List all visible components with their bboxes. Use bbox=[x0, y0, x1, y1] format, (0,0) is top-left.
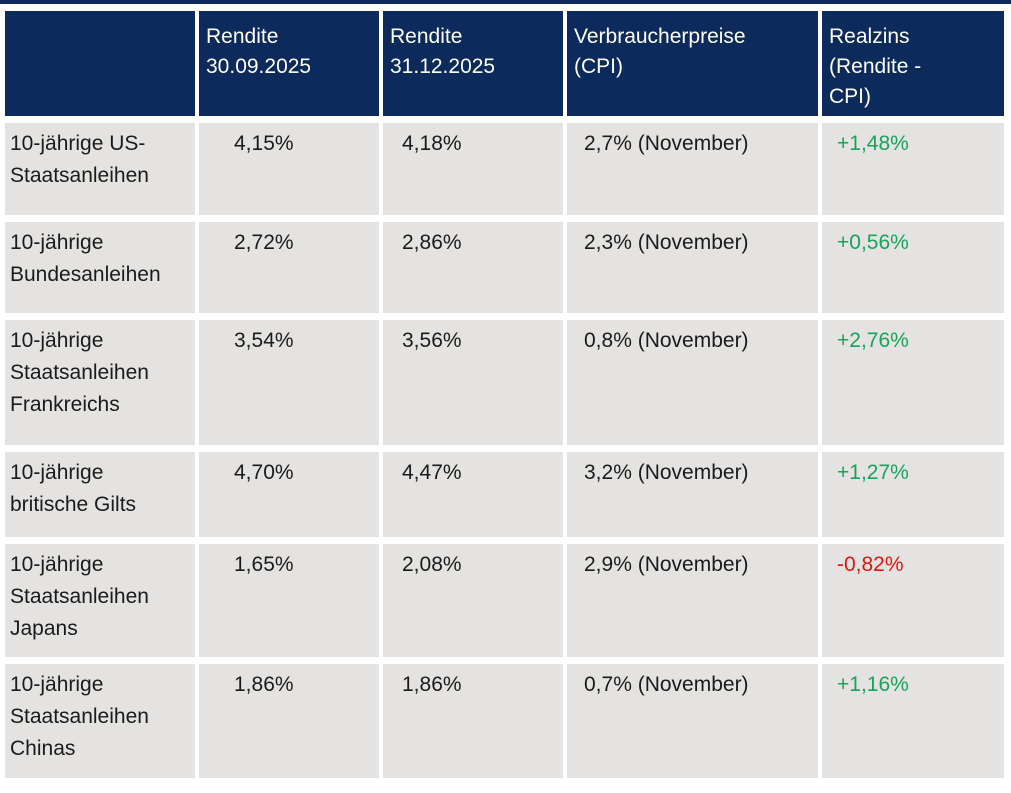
cpi-cell: 2,3% (November) bbox=[567, 222, 818, 313]
table-row: 10-jährige Bundesanleihen 2,72% 2,86% 2,… bbox=[5, 222, 1004, 313]
header-line: 31.12.2025 bbox=[390, 55, 496, 78]
cpi-cell: 2,9% (November) bbox=[567, 544, 818, 657]
rendite-dez-cell: 1,86% bbox=[383, 664, 563, 778]
realzins-cell: +1,48% bbox=[822, 123, 1004, 215]
rendite-dez-cell: 3,56% bbox=[383, 320, 563, 445]
header-cell-rendite-dez: Rendite 31.12.2025 bbox=[383, 11, 563, 116]
asset-name-cell: 10-jährige Bundesanleihen bbox=[5, 222, 195, 313]
rendite-dez-cell: 4,47% bbox=[383, 452, 563, 537]
asset-name-cell: 10-jährige Staatsanleihen Japans bbox=[5, 544, 195, 657]
realzins-cell: -0,82% bbox=[822, 544, 1004, 657]
header-cell-asset-empty bbox=[5, 11, 195, 116]
header-line: Realzins bbox=[829, 25, 910, 48]
cpi-cell: 2,7% (November) bbox=[567, 123, 818, 215]
header-line: Verbraucherpreise bbox=[574, 25, 746, 48]
header-line: CPI) bbox=[829, 85, 871, 108]
rendite-sep-cell: 4,70% bbox=[199, 452, 379, 537]
realzins-cell: +2,76% bbox=[822, 320, 1004, 445]
realzins-cell: +0,56% bbox=[822, 222, 1004, 313]
rendite-dez-cell: 2,08% bbox=[383, 544, 563, 657]
table-row: 10-jährige US-Staatsanleihen 4,15% 4,18%… bbox=[5, 123, 1004, 215]
rendite-sep-cell: 1,65% bbox=[199, 544, 379, 657]
table-row: 10-jährige Staatsanleihen Chinas 1,86% 1… bbox=[5, 664, 1004, 778]
table-row: 10-jährige Staatsanleihen Frankreichs 3,… bbox=[5, 320, 1004, 445]
table-body: 10-jährige US-Staatsanleihen 4,15% 4,18%… bbox=[5, 123, 1004, 778]
header-line: 30.09.2025 bbox=[206, 55, 312, 78]
rendite-sep-cell: 1,86% bbox=[199, 664, 379, 778]
bond-yield-realzins-table: Rendite 30.09.2025 Rendite 31.12.2025 Ve… bbox=[1, 4, 1008, 785]
rendite-dez-cell: 4,18% bbox=[383, 123, 563, 215]
asset-name-cell: 10-jährige britische Gilts bbox=[5, 452, 195, 537]
header-row: Rendite 30.09.2025 Rendite 31.12.2025 Ve… bbox=[5, 11, 1004, 116]
realzins-cell: +1,27% bbox=[822, 452, 1004, 537]
rendite-dez-cell: 2,86% bbox=[383, 222, 563, 313]
table-row: 10-jährige britische Gilts 4,70% 4,47% 3… bbox=[5, 452, 1004, 537]
table-row: 10-jährige Staatsanleihen Japans 1,65% 2… bbox=[5, 544, 1004, 657]
header-line: (CPI) bbox=[574, 55, 623, 78]
asset-name-cell: 10-jährige Staatsanleihen Chinas bbox=[5, 664, 195, 778]
asset-name-cell: 10-jährige US-Staatsanleihen bbox=[5, 123, 195, 215]
header-cell-cpi: Verbraucherpreise (CPI) bbox=[567, 11, 818, 116]
rendite-sep-cell: 2,72% bbox=[199, 222, 379, 313]
header-cell-realzins: Realzins (Rendite - CPI) bbox=[822, 11, 1004, 116]
rendite-sep-cell: 3,54% bbox=[199, 320, 379, 445]
rendite-sep-cell: 4,15% bbox=[199, 123, 379, 215]
asset-name-cell: 10-jährige Staatsanleihen Frankreichs bbox=[5, 320, 195, 445]
header-line: Rendite bbox=[390, 25, 463, 48]
header-line: Rendite bbox=[206, 25, 279, 48]
cpi-cell: 0,8% (November) bbox=[567, 320, 818, 445]
header-line: (Rendite - bbox=[829, 55, 922, 78]
cpi-cell: 3,2% (November) bbox=[567, 452, 818, 537]
top-divider-line bbox=[0, 0, 1011, 4]
table-header: Rendite 30.09.2025 Rendite 31.12.2025 Ve… bbox=[5, 11, 1004, 116]
realzins-cell: +1,16% bbox=[822, 664, 1004, 778]
header-cell-rendite-sep: Rendite 30.09.2025 bbox=[199, 11, 379, 116]
cpi-cell: 0,7% (November) bbox=[567, 664, 818, 778]
